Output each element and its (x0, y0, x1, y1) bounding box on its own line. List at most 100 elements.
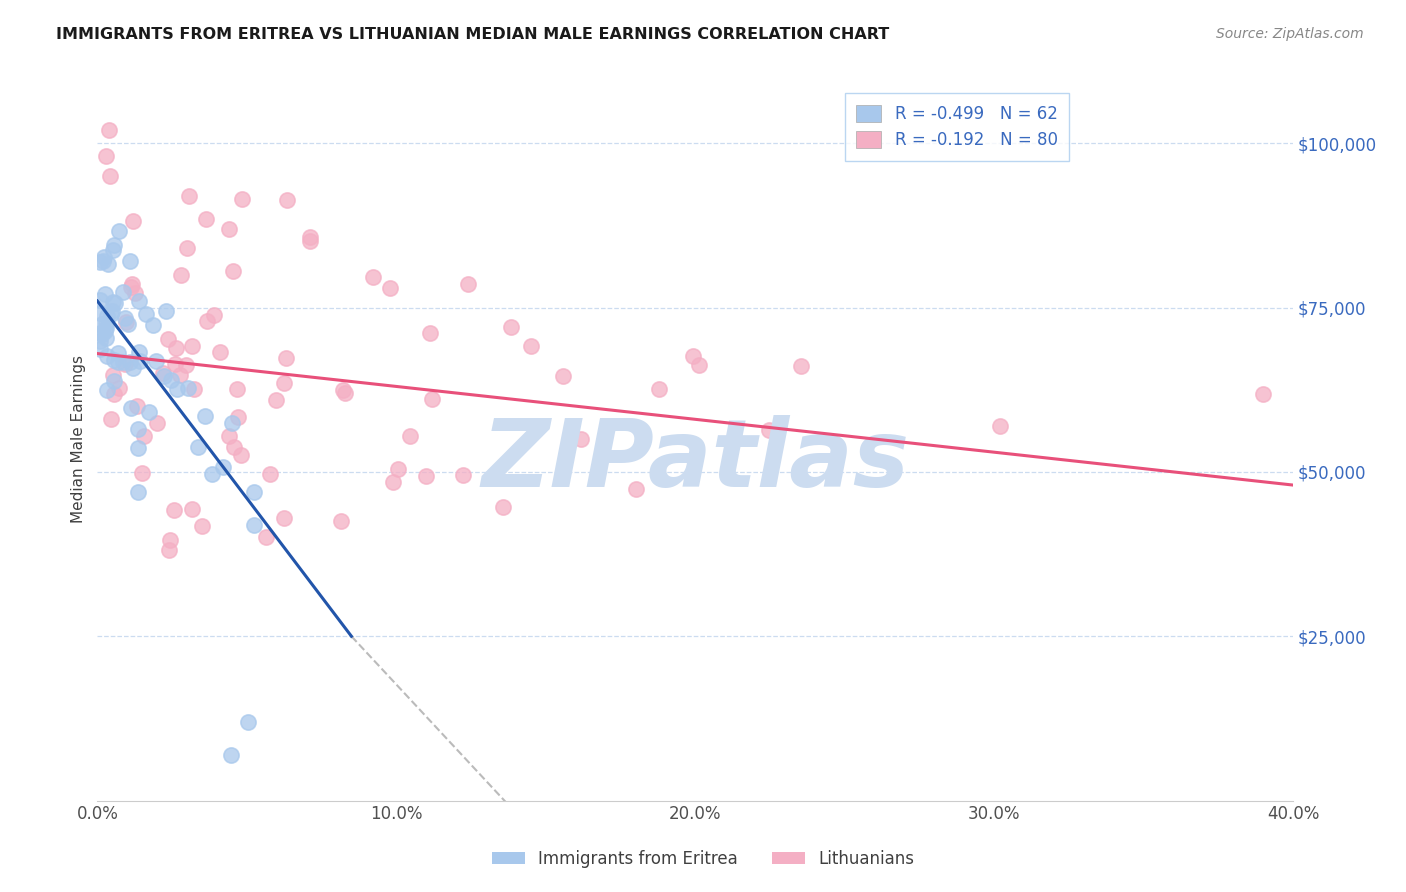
Point (688, 358, 710, 372)
Point (195, 314, 218, 328)
Point (457, 277, 479, 292)
Point (98, 169, 121, 183)
Point (142, 318, 165, 332)
Point (451, 468, 474, 483)
Point (120, 401, 142, 415)
Point (101, 295, 124, 310)
Point (112, 354, 135, 368)
Point (682, 349, 704, 363)
Point (108, 224, 131, 238)
Point (273, 376, 295, 390)
Legend: Immigrants from Eritrea, Lithuanians: Immigrants from Eritrea, Lithuanians (485, 844, 921, 875)
Point (125, 399, 148, 413)
Point (103, 386, 125, 401)
Point (122, 213, 145, 227)
Point (378, 281, 401, 295)
Y-axis label: Median Male Earnings: Median Male Earnings (72, 355, 86, 523)
Point (166, 382, 188, 396)
Point (218, 428, 240, 442)
Point (361, 270, 384, 285)
Point (94, 320, 117, 334)
Point (165, 342, 187, 356)
Point (194, 212, 217, 227)
Point (163, 358, 186, 372)
Point (218, 222, 240, 236)
Text: IMMIGRANTS FROM ERITREA VS LITHUANIAN MEDIAN MALE EARNINGS CORRELATION CHART: IMMIGRANTS FROM ERITREA VS LITHUANIAN ME… (56, 27, 890, 42)
Point (96, 383, 118, 397)
Point (553, 369, 575, 384)
Point (89, 254, 111, 268)
Point (96, 309, 118, 323)
Point (221, 417, 243, 431)
Point (1251, 386, 1274, 401)
Point (121, 361, 143, 376)
Point (131, 466, 153, 480)
Point (243, 517, 266, 532)
Point (492, 500, 515, 514)
Point (114, 310, 136, 325)
Point (91, 327, 114, 342)
Point (194, 409, 217, 423)
Point (187, 440, 209, 454)
Point (121, 277, 143, 291)
Point (231, 448, 253, 462)
Point (100, 412, 122, 426)
Point (276, 194, 298, 208)
Point (254, 530, 277, 544)
Point (103, 374, 125, 388)
Point (176, 381, 198, 395)
Point (152, 367, 174, 381)
Point (298, 235, 321, 249)
Point (107, 355, 129, 369)
Point (135, 307, 157, 321)
Point (94, 287, 117, 301)
Point (156, 332, 179, 346)
Point (399, 429, 422, 443)
Point (183, 382, 205, 396)
Point (146, 417, 169, 431)
Point (332, 384, 354, 398)
Point (115, 315, 138, 329)
Point (228, 410, 250, 425)
Point (89, 306, 111, 320)
Point (219, 747, 242, 762)
Point (201, 467, 224, 481)
Point (132, 428, 155, 442)
Point (91, 253, 114, 268)
Point (100, 307, 122, 321)
Point (624, 482, 647, 496)
Point (163, 503, 186, 517)
Point (259, 467, 281, 482)
Text: ZIPatlas: ZIPatlas (481, 415, 910, 507)
Point (138, 405, 160, 419)
Point (501, 320, 523, 334)
Point (238, 714, 260, 729)
Point (127, 484, 149, 499)
Point (111, 285, 134, 299)
Point (419, 326, 441, 340)
Point (202, 308, 225, 322)
Text: Source: ZipAtlas.com: Source: ZipAtlas.com (1216, 27, 1364, 41)
Point (98, 123, 121, 137)
Point (231, 193, 253, 207)
Point (127, 441, 149, 455)
Point (128, 294, 150, 309)
Point (329, 515, 352, 529)
Point (103, 237, 125, 252)
Point (790, 359, 813, 374)
Point (181, 502, 204, 516)
Point (422, 392, 444, 407)
Point (90, 318, 112, 332)
Point (94, 149, 117, 163)
Point (117, 317, 139, 331)
Point (273, 511, 295, 525)
Point (382, 475, 405, 489)
Point (120, 354, 142, 368)
Legend: R = -0.499   N = 62, R = -0.192   N = 80: R = -0.499 N = 62, R = -0.192 N = 80 (845, 93, 1070, 161)
Point (208, 345, 231, 359)
Point (93, 250, 115, 264)
Point (128, 344, 150, 359)
Point (415, 469, 437, 483)
Point (221, 264, 243, 278)
Point (243, 485, 266, 500)
